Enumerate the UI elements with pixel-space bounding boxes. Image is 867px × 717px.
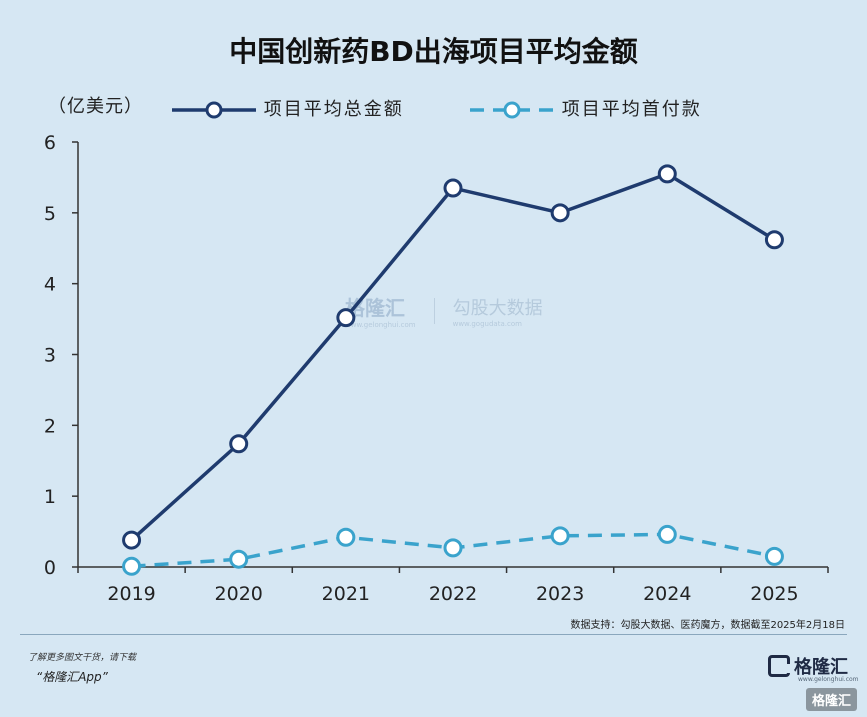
promo-line-1: 了解更多图文干货，请下载	[28, 653, 137, 663]
legend-line-upfront-icon	[470, 101, 554, 119]
legend-label-total: 项目平均总金额	[263, 99, 404, 120]
x-tick-label-2023: 2023	[536, 583, 584, 605]
y-tick-label-0: 0	[44, 557, 56, 579]
watermark-partner: 勾股大数据	[452, 297, 543, 319]
footer-brand: 格隆汇	[768, 652, 848, 680]
watermark-brand-url: www.gelonghui.com	[345, 321, 416, 329]
legend-line-total-icon	[172, 101, 256, 119]
x-tick-label-2024: 2024	[643, 583, 691, 605]
x-tick-label-2020: 2020	[215, 583, 263, 605]
data-point-total-2024	[657, 164, 677, 184]
footer-brand-name: 格隆汇	[794, 657, 848, 678]
data-point-upfront-2019	[122, 556, 142, 576]
legend-item-upfront: 项目平均首付款	[470, 92, 702, 128]
legend-label-upfront: 项目平均首付款	[561, 99, 702, 120]
data-point-total-2025	[764, 230, 784, 250]
y-tick-label-5: 5	[44, 203, 56, 225]
corner-watermark: 格隆汇	[805, 688, 857, 711]
data-point-total-2020	[229, 434, 249, 454]
data-point-total-2022	[443, 178, 463, 198]
data-point-upfront-2022	[443, 538, 463, 558]
y-tick-label-3: 3	[44, 345, 56, 367]
x-tick-label-2019: 2019	[107, 583, 155, 605]
watermark-divider	[433, 297, 435, 324]
data-point-total-2019	[122, 530, 142, 550]
x-tick-label-2025: 2025	[750, 583, 798, 605]
footer-divider	[20, 634, 847, 635]
footer-brand-url: www.gelonghui.com	[798, 676, 859, 683]
legend-item-total: 项目平均总金额	[172, 92, 404, 128]
data-point-total-2023	[550, 203, 570, 223]
data-point-upfront-2024	[657, 524, 677, 544]
x-tick-label-2021: 2021	[322, 583, 370, 605]
y-tick-label-4: 4	[44, 274, 56, 296]
y-tick-label-6: 6	[44, 132, 56, 154]
y-unit-label: （亿美元）	[48, 96, 143, 117]
brand-logo-icon	[768, 655, 790, 677]
data-point-total-2021	[336, 308, 356, 328]
data-point-upfront-2021	[336, 527, 356, 547]
series-line-total	[130, 172, 776, 542]
watermark-partner-url: www.gogudata.com	[452, 319, 522, 328]
data-point-upfront-2025	[764, 546, 784, 566]
y-tick-label-1: 1	[44, 486, 56, 508]
data-point-upfront-2020	[229, 549, 249, 569]
promo-line-2: “格隆汇App”	[36, 670, 108, 684]
data-point-upfront-2023	[550, 526, 570, 546]
x-tick-label-2022: 2022	[429, 583, 477, 605]
source-note: 数据支持：勾股大数据、医药魔方，数据截至2025年2月18日	[570, 620, 845, 631]
chart-title: 中国创新药BD出海项目平均金额	[229, 35, 638, 68]
y-tick-label-2: 2	[44, 415, 56, 437]
